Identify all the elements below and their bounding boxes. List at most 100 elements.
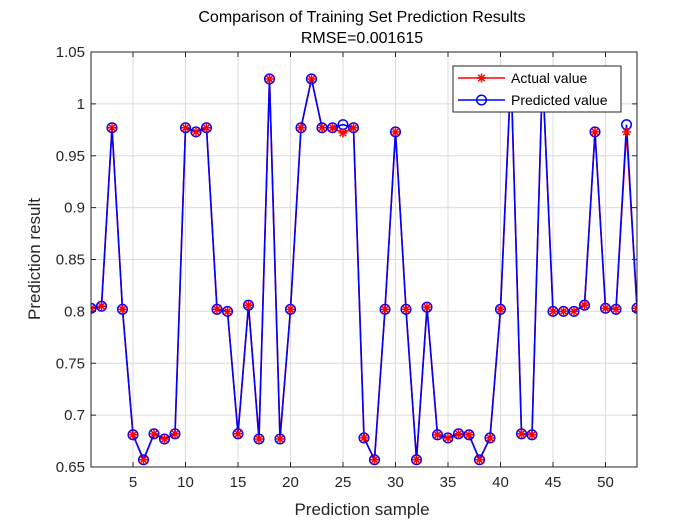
predicted-value-point xyxy=(179,122,192,134)
predicted-value-point xyxy=(91,302,97,314)
actual-value-point xyxy=(212,304,222,314)
legend-actual-label: Actual value xyxy=(511,70,587,86)
predicted-value-point xyxy=(557,305,570,317)
predicted-value-point xyxy=(442,432,454,444)
legend-actual-marker xyxy=(477,73,486,83)
predicted-value-point xyxy=(232,428,244,440)
predicted-value-point xyxy=(421,301,433,313)
predicted-value-point xyxy=(631,302,637,314)
actual-value-point xyxy=(181,123,190,133)
actual-value-point xyxy=(622,127,631,137)
predicted-value-point xyxy=(358,432,370,444)
actual-value-point xyxy=(149,429,159,439)
predicted-value-point xyxy=(326,122,339,134)
actual-value-point xyxy=(433,430,442,440)
y-tick-label: 0.85 xyxy=(56,252,85,269)
chart-subtitle: RMSE=0.001615 xyxy=(301,30,423,47)
actual-value-point xyxy=(485,433,495,443)
actual-value-point xyxy=(527,430,537,440)
predicted-value-point xyxy=(200,122,213,134)
actual-value-point xyxy=(296,123,306,133)
predicted-value-point xyxy=(452,428,465,440)
actual-value-point xyxy=(475,455,484,465)
actual-value-point xyxy=(338,128,348,138)
actual-value-point xyxy=(254,434,264,444)
actual-value-point xyxy=(128,430,138,440)
actual-value-point xyxy=(118,304,127,314)
predicted-value-point xyxy=(610,303,622,315)
actual-value-point xyxy=(91,303,96,313)
predicted-value-point xyxy=(368,454,381,466)
actual-value-point xyxy=(370,455,379,465)
predicted-value-point xyxy=(190,126,202,138)
predicted-value-point xyxy=(263,73,276,85)
predicted-value-point xyxy=(274,433,286,445)
actual-value-point xyxy=(590,127,600,137)
predicted-value-point xyxy=(242,299,255,311)
predicted-value-point xyxy=(316,122,328,134)
legend: Actual value Predicted value xyxy=(452,65,622,113)
predicted-value-point xyxy=(158,433,171,445)
actual-value-point xyxy=(496,304,505,314)
actual-value-point xyxy=(464,430,474,440)
actual-value-point xyxy=(286,304,295,314)
actual-value-point xyxy=(160,434,169,444)
actual-value-point xyxy=(632,303,637,313)
actual-value-point xyxy=(139,455,148,465)
legend-predicted-label: Predicted value xyxy=(511,92,608,108)
predicted-value-point xyxy=(169,428,181,440)
predicted-value-point xyxy=(295,122,307,134)
actual-value-point xyxy=(611,304,621,314)
x-tick-label: 30 xyxy=(387,474,404,491)
predicted-value-point xyxy=(305,73,318,85)
y-tick-label: 0.7 xyxy=(64,407,85,424)
predicted-value-point xyxy=(347,122,360,134)
actual-value-point xyxy=(191,127,201,137)
actual-value-point xyxy=(170,429,180,439)
actual-value-point xyxy=(97,301,106,311)
predicted-value-point xyxy=(400,303,412,315)
actual-value-point xyxy=(580,300,589,310)
actual-value-point xyxy=(349,123,358,133)
predicted-value-point xyxy=(253,433,265,445)
actual-value-point xyxy=(328,123,337,133)
actual-value-point xyxy=(317,123,327,133)
actual-value-point xyxy=(517,429,526,439)
y-tick-label: 0.8 xyxy=(64,303,85,320)
x-tick-label: 40 xyxy=(492,474,509,491)
predicted-value-point xyxy=(148,428,160,440)
predicted-value-point xyxy=(127,429,139,441)
ticks: 5 10 15 20 25 30 35 40 45 50 0.65 0.7 0.75 0.8 0.85 0.9… xyxy=(56,44,637,491)
predicted-value-point xyxy=(106,122,118,134)
legend-predicted-marker xyxy=(475,94,488,106)
predicted-value-point xyxy=(284,303,297,315)
actual-value-point xyxy=(359,433,369,443)
x-tick-label: 15 xyxy=(230,474,247,491)
actual-value-point xyxy=(548,306,558,316)
predicted-value-point xyxy=(484,432,496,444)
predicted-value-point xyxy=(568,305,580,317)
x-tick-label: 10 xyxy=(177,474,194,491)
actual-value-point xyxy=(569,306,579,316)
predicted-value-point xyxy=(547,305,559,317)
x-tick-label: 5 xyxy=(129,474,137,491)
x-tick-label: 50 xyxy=(597,474,614,491)
actual-value-point xyxy=(422,302,432,312)
predicted-value-point xyxy=(211,303,223,315)
y-tick-label: 0.65 xyxy=(56,459,85,476)
y-tick-label: 1 xyxy=(77,96,85,113)
predicted-value-point xyxy=(463,429,475,441)
y-tick-label: 0.75 xyxy=(56,355,85,372)
actual-value-point xyxy=(412,455,421,465)
actual-value-point xyxy=(401,304,411,314)
actual-value-point xyxy=(275,434,285,444)
predicted-value-point xyxy=(221,305,234,317)
predicted-value-point xyxy=(137,454,150,466)
actual-value-point xyxy=(265,74,274,84)
actual-value-point xyxy=(601,303,610,313)
actual-value-point xyxy=(202,123,211,133)
predicted-value-point xyxy=(389,126,402,138)
predicted-value-point xyxy=(515,428,528,440)
predicted-value-point xyxy=(473,454,486,466)
